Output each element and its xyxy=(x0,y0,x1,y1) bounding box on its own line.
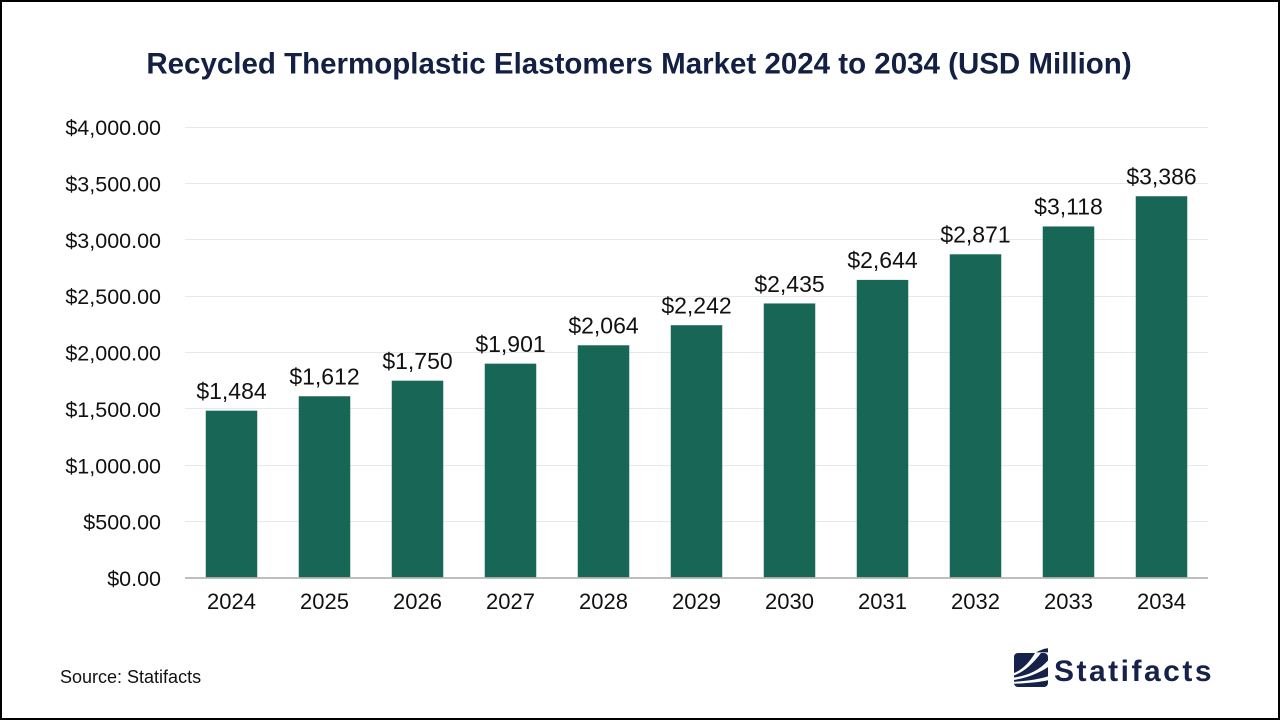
svg-text:$1,500.00: $1,500.00 xyxy=(65,398,161,422)
svg-text:2026: 2026 xyxy=(393,589,442,614)
svg-text:$2,871: $2,871 xyxy=(940,222,1010,248)
svg-text:2025: 2025 xyxy=(300,589,349,614)
svg-text:2032: 2032 xyxy=(951,589,1000,614)
svg-text:$2,064: $2,064 xyxy=(568,313,639,339)
svg-text:$3,000.00: $3,000.00 xyxy=(65,229,161,253)
svg-text:$4,000.00: $4,000.00 xyxy=(65,116,161,140)
svg-text:$500.00: $500.00 xyxy=(83,511,161,535)
svg-text:$1,750: $1,750 xyxy=(382,348,452,374)
svg-text:2031: 2031 xyxy=(858,589,907,614)
svg-text:2029: 2029 xyxy=(672,589,721,614)
svg-text:Source: Statifacts: Source: Statifacts xyxy=(60,667,201,687)
svg-text:Recycled Thermoplastic Elastom: Recycled Thermoplastic Elastomers Market… xyxy=(146,48,1131,81)
svg-text:$2,000.00: $2,000.00 xyxy=(65,342,161,366)
svg-text:2030: 2030 xyxy=(765,589,814,614)
svg-text:2034: 2034 xyxy=(1137,589,1186,614)
svg-text:$2,435: $2,435 xyxy=(754,271,824,297)
svg-text:2027: 2027 xyxy=(486,589,535,614)
svg-text:$2,500.00: $2,500.00 xyxy=(65,285,161,309)
svg-text:$3,500.00: $3,500.00 xyxy=(65,172,161,196)
svg-text:$1,901: $1,901 xyxy=(475,331,545,357)
svg-text:$1,484: $1,484 xyxy=(196,378,267,404)
svg-text:Statifacts: Statifacts xyxy=(1054,655,1214,688)
svg-text:2028: 2028 xyxy=(579,589,628,614)
svg-text:$3,386: $3,386 xyxy=(1126,164,1196,190)
svg-text:2033: 2033 xyxy=(1044,589,1093,614)
svg-text:$2,242: $2,242 xyxy=(661,293,731,319)
svg-text:$1,000.00: $1,000.00 xyxy=(65,454,161,478)
svg-text:$3,118: $3,118 xyxy=(1034,194,1103,220)
svg-text:$0.00: $0.00 xyxy=(107,567,161,591)
svg-text:$1,612: $1,612 xyxy=(289,364,359,390)
svg-text:2024: 2024 xyxy=(207,589,256,614)
svg-text:$2,644: $2,644 xyxy=(847,247,918,273)
